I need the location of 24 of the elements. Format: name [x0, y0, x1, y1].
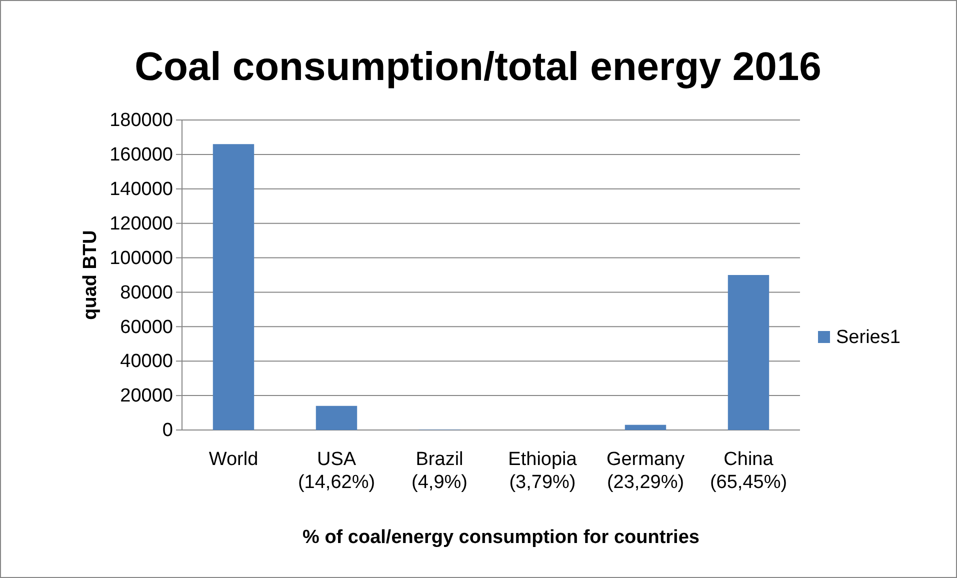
y-tick-label: 160000: [110, 144, 173, 166]
y-tick-label: 140000: [110, 178, 173, 200]
x-tick-label: World: [208, 449, 258, 470]
y-tick-label: 20000: [120, 386, 173, 407]
y-tick-label: 100000: [110, 248, 173, 269]
y-tick-label: 180000: [110, 110, 173, 132]
x-tick-label: USA (14,62%): [298, 449, 376, 493]
bar: [212, 144, 254, 430]
y-tick-label: 120000: [110, 213, 173, 234]
bar: [624, 424, 666, 430]
x-tick-label: Brazil (4,9%): [412, 449, 468, 493]
y-axis-title: quad BTU: [80, 230, 101, 320]
y-tick-label: 60000: [120, 316, 173, 338]
legend-label: Series1: [836, 327, 900, 348]
chart-title: Coal consumption/total energy 2016: [134, 45, 822, 89]
x-tick-label: Germany (23,29%): [606, 449, 686, 493]
x-tick-label: China (65,45%): [710, 449, 788, 493]
y-tick-label: 40000: [120, 351, 173, 372]
bar: [728, 275, 770, 430]
y-tick-label: 0: [162, 420, 173, 442]
x-tick-label: Ethiopia (3,79%): [508, 449, 578, 493]
bar: [316, 406, 358, 430]
y-tick-label: 80000: [120, 282, 173, 304]
x-axis-title: % of coal/energy consumption for countries: [302, 527, 700, 548]
